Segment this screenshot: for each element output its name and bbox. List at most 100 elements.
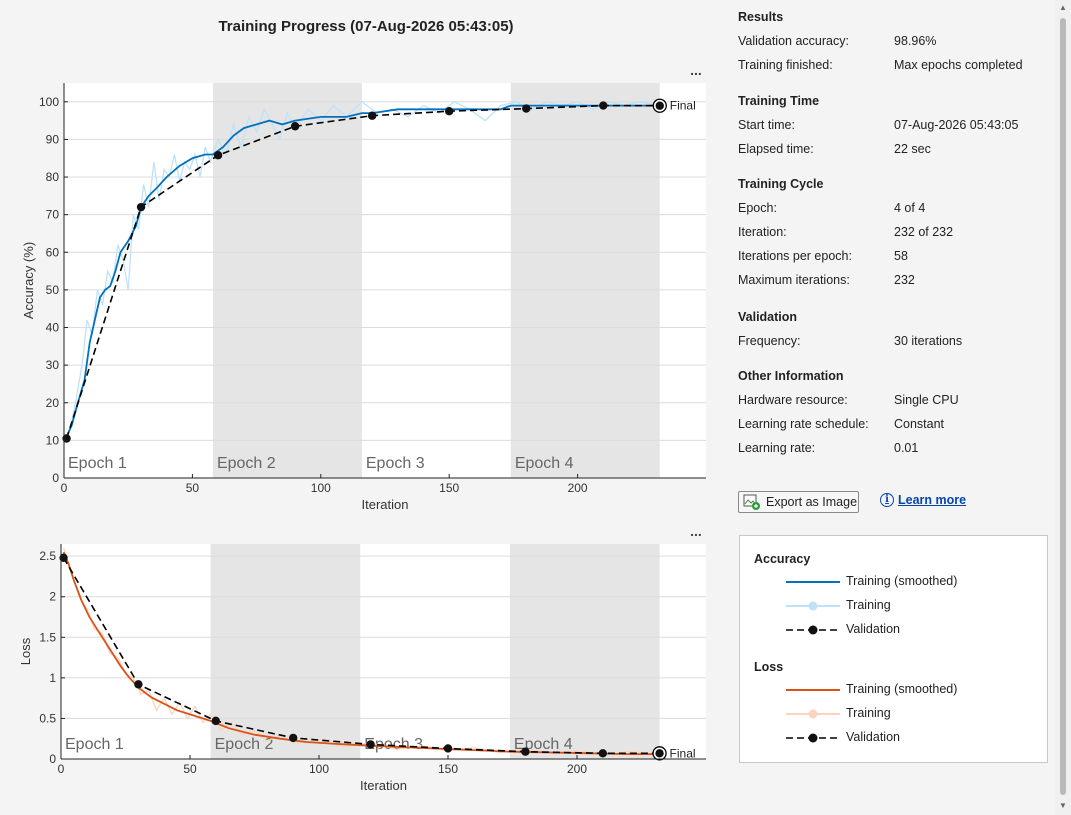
loss-y-tick-label-4: 2 <box>49 590 56 604</box>
accuracy-x-tick-label-3: 150 <box>439 481 459 495</box>
accuracy-y-tick-label-7: 70 <box>46 208 60 222</box>
loss-x-tick-label-2: 100 <box>309 762 329 776</box>
frequency-value: 30 iterations <box>894 334 963 348</box>
loss-validation-point-4 <box>366 740 375 749</box>
hardware-resource-value: Single CPU <box>894 393 959 407</box>
loss-y-axis-label: Loss <box>18 637 33 665</box>
legend-loss-smoothed-swatch <box>786 689 840 691</box>
accuracy-x-axis-label: Iteration <box>362 497 409 512</box>
accuracy-x-tick-label-4: 200 <box>568 481 588 495</box>
loss-epoch-label-2: Epoch 2 <box>215 736 274 753</box>
loss-validation-point-7 <box>598 749 607 758</box>
accuracy-validation-point-1 <box>136 202 146 212</box>
loss-y-tick-label-3: 1.5 <box>39 630 56 644</box>
accuracy-x-tick-label-0: 0 <box>61 481 68 495</box>
accuracy-x-tick-label-2: 100 <box>311 481 331 495</box>
legend-loss-smoothed-label: Training (smoothed) <box>846 682 958 696</box>
legend-accuracy-smoothed-label: Training (smoothed) <box>846 574 958 588</box>
training-finished-label: Training finished: <box>738 58 833 72</box>
elapsed-time-label: Elapsed time: <box>738 142 814 156</box>
legend-panel: Accuracy Training (smoothed) Training Va… <box>739 535 1048 763</box>
accuracy-y-tick-label-8: 80 <box>46 170 60 184</box>
loss-y-tick-label-1: 0.5 <box>39 711 56 725</box>
results-title: Results <box>738 10 784 24</box>
vertical-scrollbar[interactable]: ▲ ▼ <box>1055 0 1071 815</box>
accuracy-validation-point-7 <box>599 101 608 110</box>
elapsed-time-value: 22 sec <box>894 142 931 156</box>
loss-epoch-label-3: Epoch 3 <box>364 736 423 753</box>
validation-accuracy-value: 98.96% <box>894 34 937 48</box>
accuracy-y-tick-label-1: 10 <box>46 433 60 447</box>
accuracy-epoch-label-1: Epoch 1 <box>68 455 127 472</box>
loss-validation-point-8 <box>655 749 664 758</box>
loss-final-label: Final <box>670 746 696 760</box>
loss-epoch-label-4: Epoch 4 <box>514 736 573 753</box>
info-icon: i <box>880 493 894 507</box>
accuracy-epoch-band-2 <box>212 83 362 478</box>
accuracy-epoch-label-2: Epoch 2 <box>217 455 276 472</box>
accuracy-epoch-label-3: Epoch 3 <box>366 455 425 472</box>
iterations-per-epoch-label: Iterations per epoch: <box>738 249 852 263</box>
accuracy-y-tick-label-9: 90 <box>46 132 60 146</box>
validation-accuracy-label: Validation accuracy: <box>738 34 849 48</box>
learning-rate-value: 0.01 <box>894 441 919 455</box>
iteration-value: 232 of 232 <box>894 225 954 239</box>
loss-y-tick-label-0: 0 <box>49 752 56 766</box>
epoch-value: 4 of 4 <box>894 201 926 215</box>
legend-accuracy-validation-swatch <box>786 625 840 635</box>
accuracy-epoch-label-4: Epoch 4 <box>515 455 574 472</box>
scroll-up-arrow-icon[interactable]: ▲ <box>1059 3 1067 12</box>
training-time-title: Training Time <box>738 94 820 108</box>
accuracy-validation-point-6 <box>522 104 531 113</box>
loss-x-tick-label-4: 200 <box>567 762 587 776</box>
start-time-label: Start time: <box>738 118 795 132</box>
loss-x-tick-label-3: 150 <box>438 762 458 776</box>
accuracy-y-tick-label-6: 60 <box>46 245 60 259</box>
chart-title: Training Progress (07-Aug-2026 05:43:05) <box>218 18 513 35</box>
export-as-image-button[interactable]: Export as Image <box>738 491 859 513</box>
loss-x-tick-label-1: 50 <box>183 762 197 776</box>
accuracy-y-tick-label-0: 0 <box>52 471 59 485</box>
legend-accuracy-training-swatch <box>786 601 840 611</box>
learn-more-link[interactable]: i Learn more <box>880 493 966 507</box>
scroll-down-arrow-icon[interactable]: ▼ <box>1059 801 1067 810</box>
accuracy-x-tick-label-1: 50 <box>186 481 200 495</box>
loss-validation-point-3 <box>289 733 298 743</box>
accuracy-validation-point-5 <box>445 107 454 116</box>
training-progress-charts: Training Progress (07-Aug-2026 05:43:05)… <box>18 18 706 793</box>
accuracy-validation-point-3 <box>290 122 300 131</box>
iteration-label: Iteration: <box>738 225 787 239</box>
accuracy-final-label: Final <box>670 99 696 113</box>
legend-loss-training-swatch <box>786 709 840 719</box>
training-finished-value: Max epochs completed <box>894 58 1023 72</box>
accuracy-epoch-band-4 <box>510 83 660 478</box>
loss-validation-point-6 <box>521 747 530 756</box>
training-cycle-title: Training Cycle <box>738 177 824 191</box>
epoch-label: Epoch: <box>738 201 777 215</box>
loss-chart: Epoch 1 Epoch 2 Epoch 3 Epoch 4 Final 0 50 100 1… <box>18 544 706 793</box>
accuracy-more-menu-button[interactable]: ... <box>690 62 702 78</box>
legend-loss-title: Loss <box>754 660 784 674</box>
loss-epoch-band-2 <box>210 544 361 759</box>
loss-x-axis-label: Iteration <box>360 778 407 793</box>
maximum-iterations-label: Maximum iterations: <box>738 273 850 287</box>
legend-accuracy-validation-label: Validation <box>846 622 900 636</box>
hardware-resource-label: Hardware resource: <box>738 393 848 407</box>
loss-validation-point-1 <box>134 680 143 689</box>
accuracy-validation-point-8 <box>655 101 664 110</box>
export-as-image-label: Export as Image <box>766 495 858 509</box>
accuracy-y-tick-label-10: 100 <box>39 95 59 109</box>
learn-more-label: Learn more <box>898 493 967 507</box>
loss-more-menu-button[interactable]: ... <box>690 523 702 539</box>
legend-loss-validation-label: Validation <box>846 730 900 744</box>
scroll-thumb[interactable] <box>1060 18 1066 795</box>
start-time-value: 07-Aug-2026 05:43:05 <box>894 118 1019 132</box>
accuracy-validation-point-4 <box>367 111 377 120</box>
accuracy-y-axis-label: Accuracy (%) <box>21 242 36 319</box>
learning-rate-schedule-label: Learning rate schedule: <box>738 417 869 431</box>
learning-rate-label: Learning rate: <box>738 441 816 455</box>
validation-title: Validation <box>738 310 798 324</box>
loss-x-tick-label-0: 0 <box>58 762 65 776</box>
legend-accuracy-training-label: Training <box>846 598 891 612</box>
accuracy-y-tick-label-4: 40 <box>46 321 60 335</box>
